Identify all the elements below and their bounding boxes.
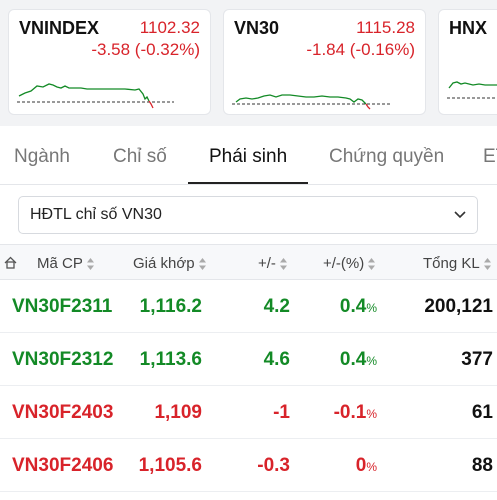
cell-change: -1 (273, 402, 290, 423)
index-change: -1.84 (-0.16%) (306, 40, 415, 59)
market-tabs: Ngành Chỉ số Phái sinh Chứng quyền ETF (0, 126, 497, 185)
sort-icon (368, 258, 376, 271)
header-tong-kl[interactable]: Tổng KL (423, 255, 492, 272)
tab-chung-quyen[interactable]: Chứng quyền (329, 146, 445, 167)
table-row[interactable]: VN30F2312 1,113.6 4.6 0.4% 377 (0, 333, 497, 386)
pct-unit: % (366, 354, 377, 368)
cell-price: 1,116.2 (139, 296, 202, 317)
cell-code: VN30F2403 (12, 402, 114, 423)
pct-value: 0.4 (339, 296, 367, 317)
header-gia-khop[interactable]: Giá khớp (133, 255, 207, 272)
home-icon[interactable] (4, 256, 17, 269)
index-cards-strip: VNINDEX 1102.32 -3.58 (-0.32%) VN30 1115… (0, 0, 497, 120)
index-card-hnx[interactable]: HNX (438, 9, 497, 115)
cell-change-pct: 0.4% (340, 349, 377, 371)
sort-icon (483, 258, 491, 271)
chevron-down-icon (454, 211, 466, 219)
tab-phai-sinh[interactable]: Phái sinh (209, 146, 288, 167)
cell-change-pct: 0% (356, 455, 377, 477)
cell-price: 1,109 (154, 402, 202, 423)
tab-nganh[interactable]: Ngành (14, 146, 70, 167)
index-card-vnindex[interactable]: VNINDEX 1102.32 -3.58 (-0.32%) (8, 9, 211, 115)
tab-etf[interactable]: ETF (483, 146, 497, 167)
header-label: +/-(%) (323, 255, 365, 272)
table-header: Mã CP Giá khớp +/- +/-(%) Tổng KL (0, 244, 497, 280)
header-label: +/- (258, 255, 276, 272)
index-sparkline (447, 81, 497, 99)
cell-code: VN30F2406 (12, 455, 114, 476)
cell-volume: 200,121 (424, 296, 493, 317)
cell-change: -0.3 (257, 455, 290, 476)
sort-icon (86, 258, 94, 271)
footer-area (0, 492, 497, 500)
cell-volume: 377 (461, 349, 493, 370)
header-change-pct[interactable]: +/-(%) (323, 255, 376, 272)
header-label: Mã CP (37, 255, 83, 272)
pct-unit: % (366, 407, 377, 421)
index-name: HNX (449, 18, 488, 38)
cell-change-pct: 0.4% (340, 296, 377, 318)
pct-value: 0 (355, 455, 367, 476)
cell-price: 1,113.6 (139, 349, 202, 370)
table-row[interactable]: VN30F2403 1,109 -1 -0.1% 61 (0, 386, 497, 439)
pct-value: 0.4 (339, 349, 367, 370)
contract-type-dropdown[interactable]: HĐTL chỉ số VN30 (18, 196, 478, 234)
cell-volume: 88 (471, 455, 493, 476)
dropdown-selected-value: HĐTL chỉ số VN30 (30, 206, 162, 223)
cell-volume: 61 (471, 402, 493, 423)
table-row[interactable]: VN30F2406 1,105.6 -0.3 0% 88 (0, 439, 497, 492)
active-tab-indicator (188, 182, 308, 184)
filter-bar: HĐTL chỉ số VN30 (0, 185, 497, 244)
pct-unit: % (366, 460, 377, 474)
cell-change: 4.6 (263, 349, 290, 370)
table-row[interactable]: VN30F2311 1,116.2 4.2 0.4% 200,121 (0, 280, 497, 333)
index-change: -3.58 (-0.32%) (91, 40, 200, 59)
header-label: Giá khớp (133, 255, 195, 272)
header-change[interactable]: +/- (258, 255, 288, 272)
pct-unit: % (366, 301, 377, 315)
index-value: 1102.32 (139, 18, 200, 37)
cell-code: VN30F2311 (12, 296, 113, 317)
sort-icon (198, 258, 206, 271)
index-card-vn30[interactable]: VN30 1115.28 -1.84 (-0.16%) (223, 9, 426, 115)
header-ma-cp[interactable]: Mã CP (37, 255, 95, 272)
cell-price: 1,105.6 (138, 455, 202, 476)
tab-chi-so[interactable]: Chỉ số (113, 146, 167, 167)
sort-icon (279, 258, 287, 271)
cell-change-pct: -0.1% (334, 402, 377, 424)
cell-code: VN30F2312 (12, 349, 114, 370)
index-sparkline (232, 94, 392, 110)
index-sparkline (17, 83, 174, 109)
cell-change: 4.2 (263, 296, 290, 317)
pct-value: -0.1 (333, 402, 367, 423)
index-name: VNINDEX (19, 18, 100, 38)
header-label: Tổng KL (423, 255, 480, 272)
index-value: 1115.28 (356, 18, 415, 37)
index-name: VN30 (234, 18, 280, 38)
